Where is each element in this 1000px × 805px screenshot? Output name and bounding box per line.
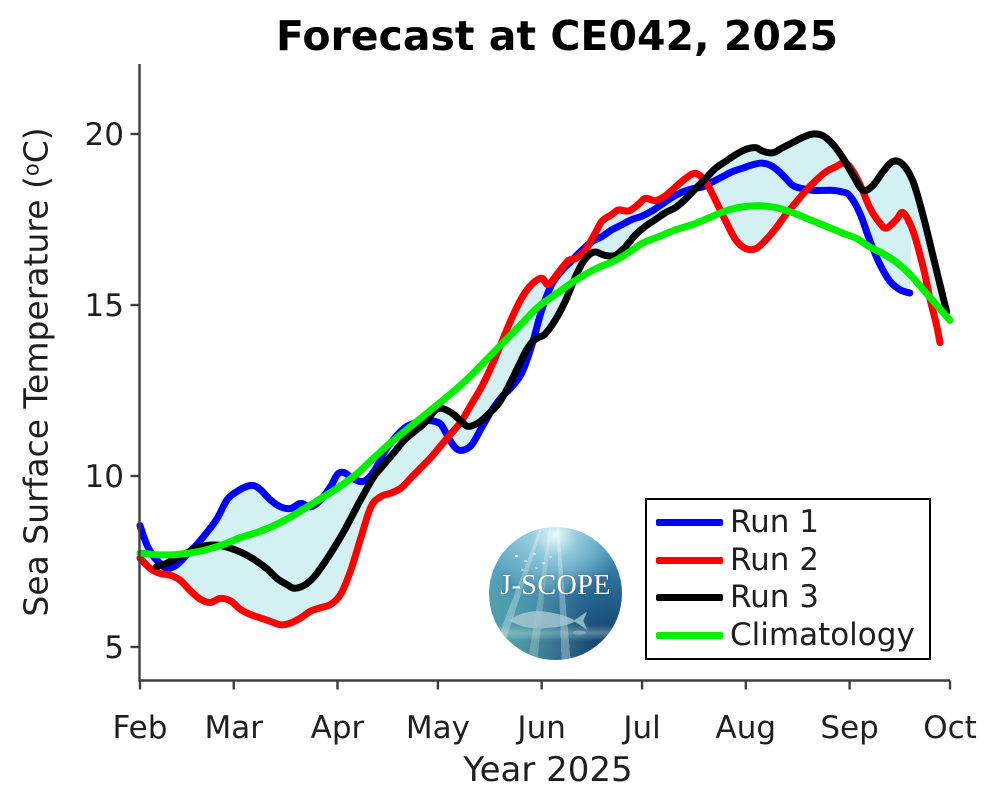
legend-line-sample [656,556,723,564]
legend-label: Run 1 [730,504,820,541]
y-tick-label: 5 [104,630,124,666]
x-tick-label: Apr [311,710,365,746]
legend-row-climatology: Climatology [647,617,929,653]
legend-row-run-3: Run 3 [647,580,929,616]
legend-row-run-1: Run 1 [647,505,929,541]
series-line-climatology [136,202,954,559]
y-tick-label: 20 [85,117,124,153]
series-line-run-3 [153,130,951,592]
x-tick-label: Sep [820,710,878,746]
jscope-logo: J-SCOPE [489,527,622,660]
x-tick-label: Mar [204,710,263,746]
legend: Run 1 Run 2 Run 3 Climatology [645,498,931,660]
legend-label: Run 3 [730,579,820,616]
legend-label: Run 2 [730,541,820,578]
x-tick-label: May [406,710,470,746]
y-tick-label: 10 [85,459,124,495]
legend-line-sample [656,631,723,639]
y-axis-label: Sea Surface Temperature (oC) [16,127,56,617]
legend-line-sample [656,594,723,602]
legend-row-run-2: Run 2 [647,542,929,578]
fish-icon [508,611,588,636]
series-line-run-2 [136,159,944,629]
ensemble-spread-fill [140,134,940,625]
x-tick-label: Jul [621,710,660,746]
legend-line-sample [656,519,723,527]
jscope-logo-text: J-SCOPE [500,569,611,601]
x-tick-label: Feb [113,710,168,746]
y-tick-label: 15 [85,288,124,324]
fish-school-specks [515,555,518,557]
x-axis-label: Year 2025 [463,750,633,790]
degree-superscript: o [19,163,44,177]
x-tick-label: Jun [515,710,565,746]
x-tick-label: Oct [923,710,977,746]
x-tick-label: Aug [716,710,777,746]
chart-title: Forecast at CE042, 2025 [276,12,838,60]
legend-label: Climatology [730,616,915,653]
